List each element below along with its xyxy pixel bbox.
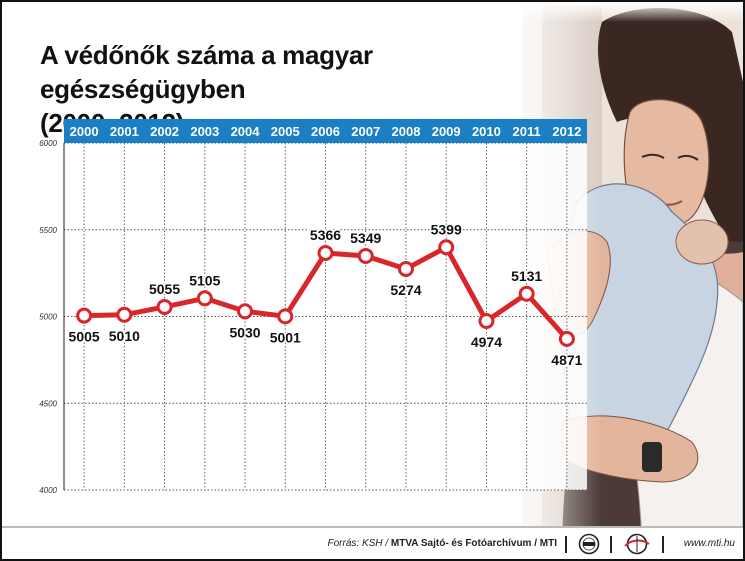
data-label: 4871 xyxy=(551,352,582,368)
data-point xyxy=(76,307,93,324)
data-point xyxy=(317,244,334,261)
x-tick-label: 2001 xyxy=(110,124,139,139)
data-label: 4974 xyxy=(471,334,502,350)
x-tick-label: 2010 xyxy=(472,124,501,139)
x-tick-label: 2011 xyxy=(513,124,541,139)
y-axis: 4000 4500 5000 5500 6000 xyxy=(39,139,57,495)
data-label: 5274 xyxy=(390,282,421,298)
data-point xyxy=(518,285,535,302)
x-axis-header: 2000 2001 2002 2003 2004 2005 2006 2007 2008 2009… xyxy=(64,119,587,143)
plot-area xyxy=(64,143,587,490)
data-label: 5366 xyxy=(310,227,341,243)
mti-logo-icon xyxy=(624,533,650,555)
footer-separator xyxy=(662,536,664,553)
year-header-band xyxy=(64,119,587,143)
footer-separator xyxy=(565,536,567,553)
x-tick-label: 2012 xyxy=(552,124,581,139)
data-point xyxy=(438,239,455,256)
x-tick-label: 2000 xyxy=(70,124,99,139)
y-tick-label: 4000 xyxy=(39,486,57,495)
x-tick-label: 2003 xyxy=(190,124,219,139)
data-point xyxy=(357,247,374,264)
data-point xyxy=(397,260,414,277)
data-label: 5399 xyxy=(431,221,462,237)
data-point xyxy=(558,330,575,347)
x-tick-label: 2004 xyxy=(231,124,261,139)
data-label: 5131 xyxy=(511,268,542,284)
x-tick-label: 2005 xyxy=(271,124,300,139)
y-tick-label: 4500 xyxy=(39,399,57,408)
data-point xyxy=(478,313,495,330)
footer-bar: Forrás: KSH / MTVA Sajtó- és Fotóarchívu… xyxy=(2,526,743,559)
data-point xyxy=(277,308,294,325)
x-tick-label: 2007 xyxy=(351,124,380,139)
x-tick-label: 2002 xyxy=(150,124,179,139)
chart-title-line1: A védőnők száma a magyar egészségügyben xyxy=(40,40,373,104)
y-tick-label: 6000 xyxy=(39,139,57,148)
data-point xyxy=(156,298,173,315)
footer-separator xyxy=(610,536,612,553)
y-tick-label: 5000 xyxy=(39,313,57,322)
website-url: www.mti.hu xyxy=(683,538,735,549)
data-label: 5030 xyxy=(229,324,260,340)
data-point xyxy=(237,303,254,320)
grid-layer xyxy=(63,142,587,491)
data-point xyxy=(196,290,213,307)
source-credit: Forrás: KSH / MTVA Sajtó- és Fotóarchívu… xyxy=(328,538,557,549)
x-tick-label: 2006 xyxy=(311,124,340,139)
y-tick-label: 5500 xyxy=(39,226,57,235)
series-layer: 5005 5010 5055 5105 5030 5001 5366 5349 5274 5399… xyxy=(67,220,584,370)
mtva-logo-icon xyxy=(578,533,600,555)
x-tick-label: 2008 xyxy=(392,124,421,139)
source-label: Forrás: KSH / xyxy=(327,538,389,549)
data-label: 5001 xyxy=(270,329,301,345)
data-label: 5055 xyxy=(149,281,180,297)
x-tick-label: 2009 xyxy=(432,124,461,139)
data-label: 5010 xyxy=(109,328,140,344)
data-label: 5105 xyxy=(189,272,220,288)
data-point xyxy=(116,306,133,323)
data-label: 5349 xyxy=(350,230,381,246)
data-label: 5005 xyxy=(69,329,100,345)
source-organization: MTVA Sajtó- és Fotóarchívum / MTI xyxy=(390,538,557,549)
